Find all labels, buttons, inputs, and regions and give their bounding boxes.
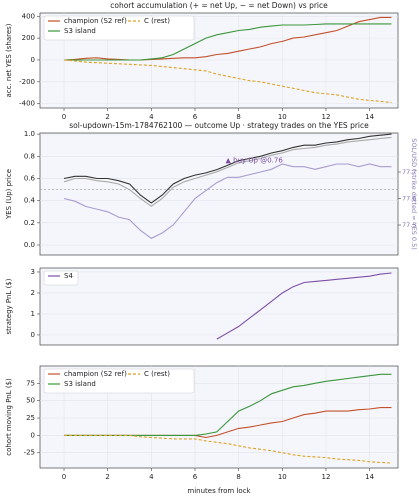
x-tick-label: 4	[149, 113, 154, 121]
legend-label: champion (S2 ref)	[64, 370, 127, 378]
legend-label: C (rest)	[144, 370, 170, 378]
y2-tick-label: 77.5	[402, 221, 416, 229]
x-tick-label: 12	[322, 473, 331, 481]
y-tick-label: 2	[31, 289, 35, 297]
legend-label: S3 island	[64, 380, 96, 388]
y-tick-label: 200	[22, 34, 35, 42]
x-tick-label: 12	[322, 113, 331, 121]
y2-axis-label: SOL/USD (strike dotted = YES 0.5)	[410, 138, 418, 250]
x-tick-label: 0	[62, 473, 66, 481]
y-tick-label: 0.6	[24, 174, 36, 182]
series-line	[63, 59, 392, 104]
series-line	[63, 163, 392, 239]
plot-area	[39, 267, 399, 346]
y-tick-label: -400	[19, 100, 35, 108]
legend-label: S3 island	[64, 27, 96, 35]
series-line	[216, 272, 392, 340]
x-tick-label: 8	[236, 473, 240, 481]
y-tick-label: 0.0	[24, 241, 35, 249]
y-tick-label: -25	[24, 449, 35, 457]
legend-label: champion (S2 ref)	[64, 17, 127, 25]
x-tick-label: 6	[193, 473, 198, 481]
y-axis-label: acc. net YES (shares)	[5, 23, 13, 97]
y-axis-label: YES (Up) price	[5, 169, 13, 220]
y-tick-label: 1	[31, 310, 35, 318]
annotation: ▲ buy Up @0.76	[226, 157, 284, 165]
x-tick-label: 4	[149, 473, 154, 481]
series-line	[64, 23, 392, 61]
x-tick-label: 14	[365, 473, 374, 481]
y-axis-label: strategy PnL ($)	[5, 278, 13, 334]
y-tick-label: 25	[26, 414, 35, 422]
series-line	[63, 133, 392, 204]
y-tick-label: 50	[26, 397, 35, 405]
series-line	[64, 373, 392, 436]
x-tick-label: 10	[278, 473, 287, 481]
legend-box	[43, 270, 79, 286]
y-tick-label: 400	[22, 12, 35, 20]
y-tick-label: 3	[31, 268, 35, 276]
series-line	[63, 136, 392, 207]
legend-label: S4	[64, 272, 73, 280]
x-tick-label: 14	[365, 113, 374, 121]
y-tick-label: 0	[31, 56, 35, 64]
y-tick-label: 1.0	[24, 130, 35, 138]
y-tick-label: 0.2	[24, 219, 35, 227]
y-tick-label: 75	[26, 379, 35, 387]
panel-title: cohort accumulation (+ = net Up, − = net…	[110, 1, 328, 10]
y2-tick-label: 77.6	[402, 195, 416, 203]
y-tick-label: 0	[31, 431, 35, 439]
x-tick-label: 2	[105, 113, 109, 121]
y-tick-label: 0	[31, 331, 35, 339]
y-axis-label: cohort moving PnL ($)	[5, 378, 13, 456]
y-tick-label: -200	[19, 78, 35, 86]
x-tick-label: 8	[236, 113, 240, 121]
legend-box	[43, 368, 195, 394]
plot-area	[39, 132, 399, 256]
panel-title: sol-updown-15m-1784762100 — outcome Up ·…	[69, 121, 369, 130]
y-tick-label: 0.8	[24, 152, 35, 160]
x-tick-label: 10	[278, 113, 287, 121]
legend-label: C (rest)	[144, 17, 170, 25]
legend-box	[43, 15, 195, 41]
y-tick-label: 0.4	[24, 197, 36, 205]
y2-tick-label: 77.7	[402, 168, 416, 176]
x-tick-label: 6	[193, 113, 198, 121]
x-tick-label: 0	[62, 113, 66, 121]
x-axis-label: minutes from lock	[187, 487, 251, 495]
series-line	[63, 16, 392, 61]
x-tick-label: 2	[105, 473, 109, 481]
